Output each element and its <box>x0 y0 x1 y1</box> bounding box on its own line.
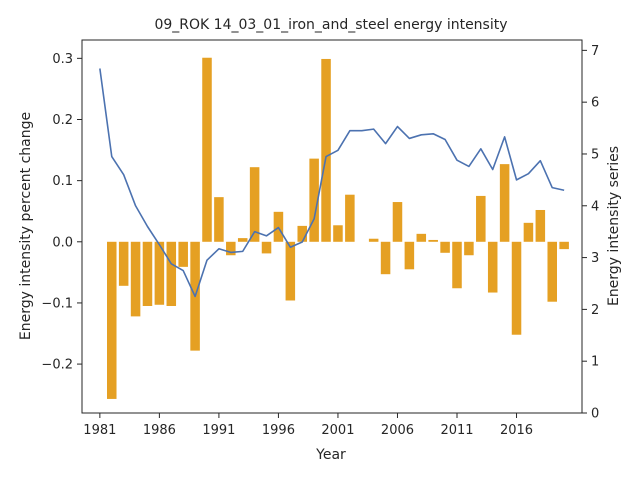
x-tick-label: 2011 <box>440 423 473 438</box>
bar-1991 <box>214 197 224 242</box>
bar-1986 <box>154 241 165 305</box>
bar-2002 <box>345 194 355 242</box>
bar-2017 <box>523 222 534 242</box>
bar-2001 <box>333 225 343 242</box>
bar-1999 <box>309 158 319 242</box>
right-y-tick-label: 4 <box>591 199 599 214</box>
bar-2016 <box>511 241 522 335</box>
left-y-tick-label: 0.2 <box>52 113 73 128</box>
bar-2015 <box>499 164 510 242</box>
bars-layer <box>107 57 569 399</box>
right-y-tick-label: 6 <box>591 96 599 111</box>
bar-2005 <box>380 241 391 275</box>
bar-2004 <box>368 238 379 242</box>
bar-1983 <box>118 241 129 286</box>
right-y-tick-label: 0 <box>591 407 599 422</box>
left-axis-title: Energy intensity percent change <box>18 112 34 340</box>
bar-1997 <box>285 241 296 301</box>
x-tick-label: 1986 <box>143 423 176 438</box>
bar-2000 <box>321 58 331 242</box>
left-y-tick-label: 0.3 <box>52 52 73 67</box>
bar-1982 <box>107 241 117 399</box>
right-y-tick-label: 3 <box>591 251 599 266</box>
bar-1992 <box>226 241 236 256</box>
x-tick-label: 2016 <box>500 423 533 438</box>
bar-2014 <box>487 241 498 293</box>
plot-frame <box>81 39 583 414</box>
left-y-tick-label: −0.2 <box>41 358 73 373</box>
x-tick-label: 1981 <box>83 423 116 438</box>
bar-2007 <box>404 241 415 270</box>
left-y-tick-label: 0.0 <box>52 235 73 250</box>
right-y-tick-label: 5 <box>591 147 599 162</box>
bar-2006 <box>392 202 403 242</box>
bar-1993 <box>237 238 248 242</box>
line-layer <box>99 68 565 298</box>
bar-1990 <box>202 57 212 242</box>
x-tick-label: 2006 <box>381 423 414 438</box>
x-tick-label: 1991 <box>202 423 235 438</box>
bar-2018 <box>535 209 546 242</box>
x-axis-title: Year <box>315 447 346 463</box>
right-y-tick-label: 7 <box>591 44 599 59</box>
axes-layer: 1981 1986 1991 1996 2001 2006 2011 2016−0.2−0.1… <box>41 39 599 438</box>
chart-title: 09_ROK 14_03_01_iron_and_steel energy in… <box>154 17 507 33</box>
bar-1988 <box>178 241 188 267</box>
x-tick-label: 1996 <box>262 423 295 438</box>
bar-2009 <box>428 239 438 242</box>
bar-1985 <box>142 241 153 306</box>
bar-2008 <box>416 233 427 242</box>
bar-1984 <box>130 241 141 317</box>
bar-2011 <box>452 241 462 289</box>
bar-2012 <box>464 241 474 256</box>
bar-1994 <box>249 167 260 242</box>
right-axis-title: Energy intensity series <box>606 146 622 306</box>
bar-1995 <box>261 241 272 254</box>
bar-2019 <box>547 241 557 302</box>
left-y-tick-label: 0.1 <box>52 174 73 189</box>
bar-1987 <box>166 241 177 306</box>
bar-1998 <box>297 225 307 242</box>
bar-2020 <box>559 241 569 250</box>
intensity-series-line <box>99 68 565 298</box>
bar-2013 <box>476 195 486 242</box>
left-y-tick-label: −0.1 <box>41 296 73 311</box>
x-tick-label: 2001 <box>321 423 354 438</box>
bar-2010 <box>440 241 450 253</box>
right-y-tick-label: 1 <box>591 355 599 370</box>
right-y-tick-label: 2 <box>591 303 599 318</box>
